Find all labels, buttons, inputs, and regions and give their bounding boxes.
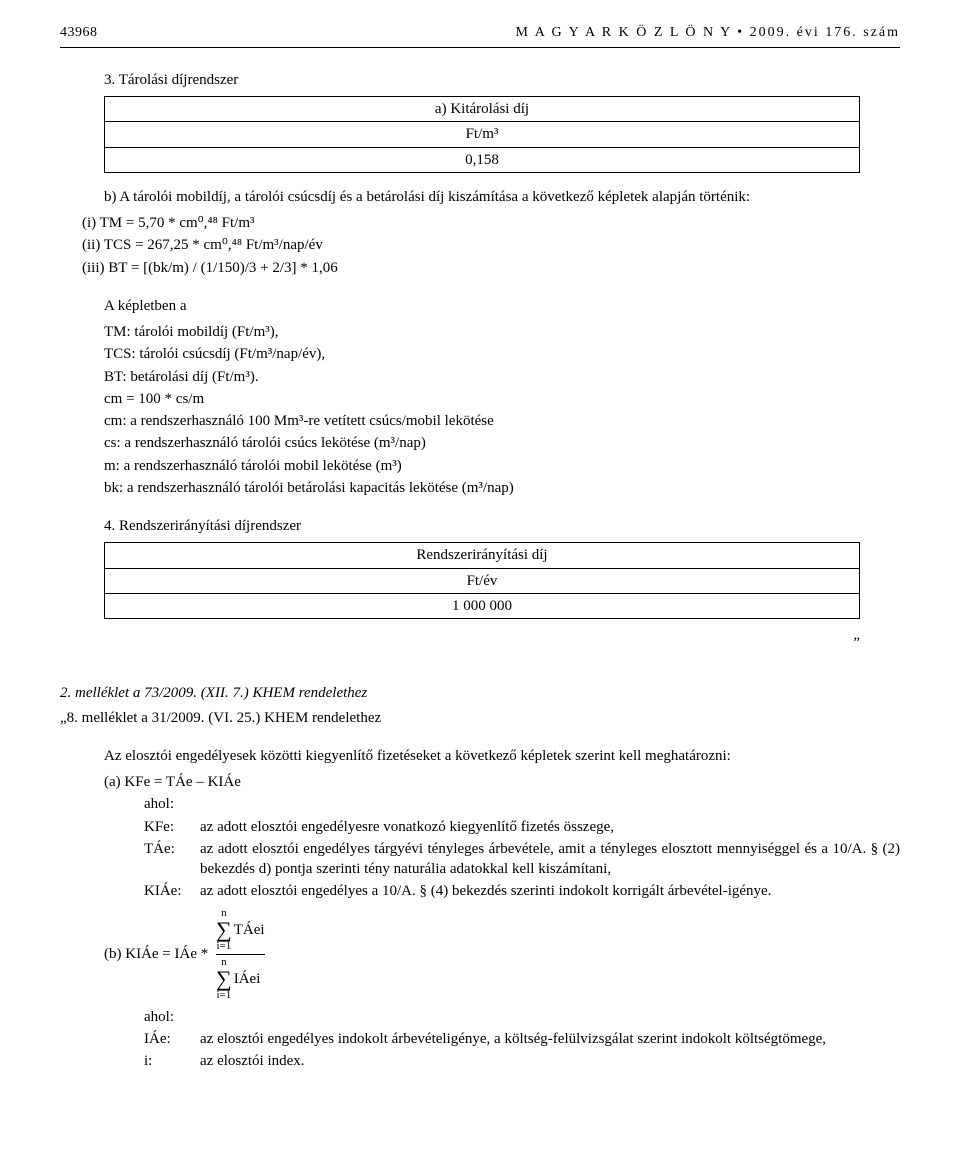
equation-iii: (iii) BT = [(bk/m) / (1/150)/3 + 2/3] * … [82,258,900,278]
table-cell: 1 000 000 [105,593,860,618]
def-label: IÁe: [144,1029,200,1049]
table-cell: 0,158 [105,147,860,172]
def-label: KFe: [144,817,200,837]
def-tm: TM: tárolói mobildíj (Ft/m³), [104,322,900,342]
def-row: TÁe: az adott elosztói engedélyes tárgyé… [144,839,900,880]
table-cell: a) Kitárolási díj [105,97,860,122]
def-label: i: [144,1051,200,1071]
table-cell: Ft/m³ [105,122,860,147]
defs-b: IÁe: az elosztói engedélyes indokolt árb… [144,1029,900,1072]
fraction: n ∑ i=1 TÁei n ∑ i=1 IÁei [216,908,265,1001]
def-label: KIÁe: [144,881,200,901]
attach2-intro: Az elosztói engedélyesek közötti kiegyen… [104,746,900,766]
def-row: KFe: az adott elosztói engedélyesre vona… [144,817,900,837]
formula-b-prefix: (b) KIÁe = IÁe * [104,946,208,962]
def-bt: BT: betárolási díj (Ft/m³). [104,367,900,387]
fraction-line [216,954,265,955]
page-number: 43968 [60,24,98,43]
sum-var: IÁei [234,969,261,989]
def-text: az elosztói index. [200,1051,900,1071]
def-bk: bk: a rendszerhasználó tárolói betárolás… [104,478,900,498]
issue: 2009. évi 176. szám [750,25,900,40]
def-label: TÁe: [144,839,200,880]
page-header: 43968 M A G Y A R K Ö Z L Ö N Y • 2009. … [60,24,900,48]
journal-name: M A G Y A R K Ö Z L Ö N Y [516,25,732,40]
section-3-title: 3. Tárolási díjrendszer [104,70,900,90]
def-cm: cm: a rendszerhasználó 100 Mm³-re vetíte… [104,411,900,431]
table-system-fee: Rendszerirányítási díj Ft/év 1 000 000 [104,542,860,619]
sum-denominator: n ∑ i=1 IÁei [216,957,265,1001]
section-3b-intro: b) A tárolói mobildíj, a tárolói csúcsdí… [104,187,900,207]
equation-ii: (ii) TCS = 267,25 * cm⁰,⁴⁸ Ft/m³/nap/év [82,235,900,255]
table-cell: Rendszerirányítási díj [105,543,860,568]
defs-a: KFe: az adott elosztói engedélyesre vona… [144,817,900,902]
formula-a: (a) KFe = TÁe – KIÁe [104,772,900,792]
definitions-block: TM: tárolói mobildíj (Ft/m³), TCS: tárol… [104,322,900,498]
formula-a-block: (a) KFe = TÁe – KIÁe ahol: [104,772,900,815]
def-m: m: a rendszerhasználó tárolói mobil lekö… [104,456,900,476]
table-storage-fee: a) Kitárolási díj Ft/m³ 0,158 [104,96,860,173]
sigma-icon: n ∑ i=1 [216,957,232,1001]
sum-var: TÁei [234,920,265,940]
defs-heading: A képletben a [104,296,900,316]
sigma-lower: i=1 [216,941,231,952]
def-cm-eq: cm = 100 * cs/m [104,389,900,409]
sum-numerator: n ∑ i=1 TÁei [216,908,265,952]
attachment-2-sub: „8. melléklet a 31/2009. (VI. 25.) KHEM … [60,708,900,728]
sigma-icon: n ∑ i=1 [216,908,232,952]
attachment-2-head: 2. melléklet a 73/2009. (XII. 7.) KHEM r… [60,683,900,703]
sigma-symbol: ∑ [216,919,232,941]
def-row: KIÁe: az adott elosztói engedélyes a 10/… [144,881,900,901]
def-row: IÁe: az elosztói engedélyes indokolt árb… [144,1029,900,1049]
def-cs: cs: a rendszerhasználó tárolói csúcs lek… [104,433,900,453]
ahol-label: ahol: [144,794,900,814]
def-text: az elosztói engedélyes indokolt árbevéte… [200,1029,900,1049]
def-row: i: az elosztói index. [144,1051,900,1071]
table-cell: Ft/év [105,568,860,593]
journal-issue: M A G Y A R K Ö Z L Ö N Y • 2009. évi 17… [516,24,900,43]
formula-b: (b) KIÁe = IÁe * n ∑ i=1 TÁei n ∑ i=1 IÁ… [104,908,900,1001]
def-tcs: TCS: tárolói csúcsdíj (Ft/m³/nap/év), [104,344,900,364]
def-text: az adott elosztói engedélyesre vonatkozó… [200,817,900,837]
closing-quote: ” [60,633,860,653]
section-4-title: 4. Rendszerirányítási díjrendszer [104,516,900,536]
sigma-lower: i=1 [216,990,231,1001]
sigma-symbol: ∑ [216,968,232,990]
page: 43968 M A G Y A R K Ö Z L Ö N Y • 2009. … [0,0,960,1162]
ahol-label-2: ahol: [144,1007,900,1027]
equation-i: (i) TM = 5,70 * cm⁰,⁴⁸ Ft/m³ [82,213,900,233]
ahol-b: ahol: [104,1007,900,1027]
equation-list: (i) TM = 5,70 * cm⁰,⁴⁸ Ft/m³ (ii) TCS = … [82,213,900,278]
def-text: az adott elosztói engedélyes tárgyévi té… [200,839,900,880]
def-text: az adott elosztói engedélyes a 10/A. § (… [200,881,900,901]
bullet: • [732,25,750,40]
